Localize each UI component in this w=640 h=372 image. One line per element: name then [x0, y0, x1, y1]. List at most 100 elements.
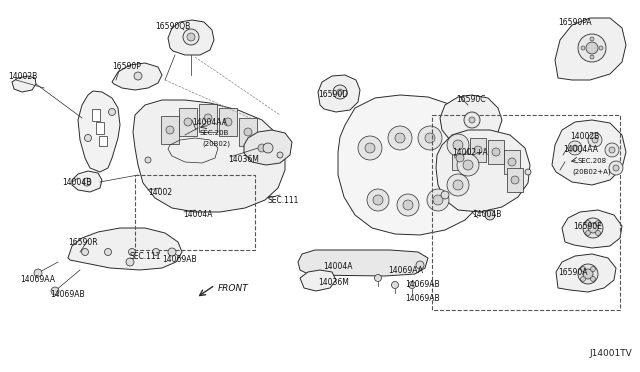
- Polygon shape: [112, 63, 162, 90]
- Polygon shape: [298, 250, 428, 276]
- Polygon shape: [440, 95, 502, 143]
- Circle shape: [485, 210, 495, 220]
- Circle shape: [403, 200, 413, 210]
- Circle shape: [34, 269, 42, 277]
- Polygon shape: [504, 150, 520, 174]
- Polygon shape: [244, 130, 292, 165]
- Polygon shape: [96, 122, 104, 134]
- Text: 14036M: 14036M: [228, 155, 259, 164]
- Text: (20B02+A): (20B02+A): [572, 168, 611, 174]
- Polygon shape: [470, 138, 486, 162]
- Polygon shape: [12, 76, 36, 92]
- Circle shape: [613, 165, 619, 171]
- Circle shape: [453, 180, 463, 190]
- Circle shape: [277, 152, 283, 158]
- Circle shape: [447, 174, 469, 196]
- Text: 14004A: 14004A: [323, 262, 353, 271]
- Polygon shape: [199, 104, 217, 132]
- Polygon shape: [168, 20, 214, 55]
- Text: 16590C: 16590C: [456, 95, 486, 104]
- Text: SEC.208: SEC.208: [577, 158, 606, 164]
- Circle shape: [578, 34, 606, 62]
- Polygon shape: [555, 18, 626, 80]
- Text: 16590PA: 16590PA: [558, 18, 591, 27]
- Circle shape: [51, 287, 59, 295]
- Polygon shape: [562, 210, 622, 248]
- Circle shape: [588, 133, 602, 147]
- Circle shape: [337, 89, 343, 95]
- Circle shape: [583, 269, 593, 279]
- Circle shape: [416, 261, 424, 269]
- Circle shape: [525, 169, 531, 175]
- Circle shape: [588, 223, 598, 233]
- Circle shape: [580, 276, 586, 282]
- Circle shape: [166, 126, 174, 134]
- Text: J14001TV: J14001TV: [589, 349, 632, 358]
- Text: 16590QB: 16590QB: [155, 22, 190, 31]
- Circle shape: [134, 72, 142, 80]
- Polygon shape: [68, 228, 182, 270]
- Text: 16590E: 16590E: [573, 222, 602, 231]
- Circle shape: [244, 128, 252, 136]
- Circle shape: [568, 141, 582, 155]
- Text: 14069AA: 14069AA: [20, 275, 55, 284]
- Polygon shape: [452, 146, 468, 170]
- Circle shape: [474, 146, 482, 154]
- Circle shape: [425, 133, 435, 143]
- Circle shape: [591, 267, 595, 272]
- Circle shape: [126, 258, 134, 266]
- Polygon shape: [133, 100, 285, 212]
- Circle shape: [397, 194, 419, 216]
- Circle shape: [586, 230, 591, 235]
- Circle shape: [104, 248, 111, 256]
- Polygon shape: [92, 109, 100, 121]
- Circle shape: [81, 248, 88, 256]
- Text: 14004A: 14004A: [183, 210, 212, 219]
- Circle shape: [395, 133, 405, 143]
- Circle shape: [595, 230, 600, 235]
- Text: SEC.20B: SEC.20B: [200, 130, 229, 136]
- Polygon shape: [318, 75, 360, 112]
- Circle shape: [427, 189, 449, 211]
- Circle shape: [374, 275, 381, 282]
- Circle shape: [463, 160, 473, 170]
- Circle shape: [591, 276, 595, 282]
- Circle shape: [183, 29, 199, 45]
- Circle shape: [605, 143, 619, 157]
- Circle shape: [358, 136, 382, 160]
- Circle shape: [590, 37, 594, 41]
- Circle shape: [453, 140, 463, 150]
- Circle shape: [441, 191, 449, 199]
- Circle shape: [168, 248, 176, 256]
- Circle shape: [187, 33, 195, 41]
- Circle shape: [388, 126, 412, 150]
- Text: 14069AB: 14069AB: [405, 294, 440, 303]
- Circle shape: [109, 109, 115, 115]
- Circle shape: [581, 46, 585, 50]
- Text: 14002: 14002: [148, 188, 172, 197]
- Circle shape: [184, 118, 192, 126]
- Circle shape: [590, 55, 594, 59]
- Text: SEC.111: SEC.111: [268, 196, 300, 205]
- Text: 14069AA: 14069AA: [388, 266, 423, 275]
- Polygon shape: [338, 95, 490, 235]
- Circle shape: [263, 143, 273, 153]
- Polygon shape: [72, 171, 102, 192]
- Text: SEC.111: SEC.111: [130, 252, 161, 261]
- Polygon shape: [552, 120, 626, 185]
- Polygon shape: [219, 108, 237, 136]
- Circle shape: [367, 189, 389, 211]
- Polygon shape: [253, 134, 271, 162]
- Polygon shape: [99, 136, 107, 146]
- Circle shape: [224, 118, 232, 126]
- Circle shape: [457, 154, 479, 176]
- Circle shape: [447, 134, 469, 156]
- Text: 16590P: 16590P: [112, 62, 141, 71]
- Circle shape: [84, 135, 92, 141]
- Circle shape: [572, 145, 578, 151]
- Polygon shape: [488, 140, 504, 164]
- Text: 14004AA: 14004AA: [563, 145, 598, 154]
- Text: 16590R: 16590R: [68, 238, 98, 247]
- Circle shape: [333, 85, 347, 99]
- Text: 14069AB: 14069AB: [162, 255, 196, 264]
